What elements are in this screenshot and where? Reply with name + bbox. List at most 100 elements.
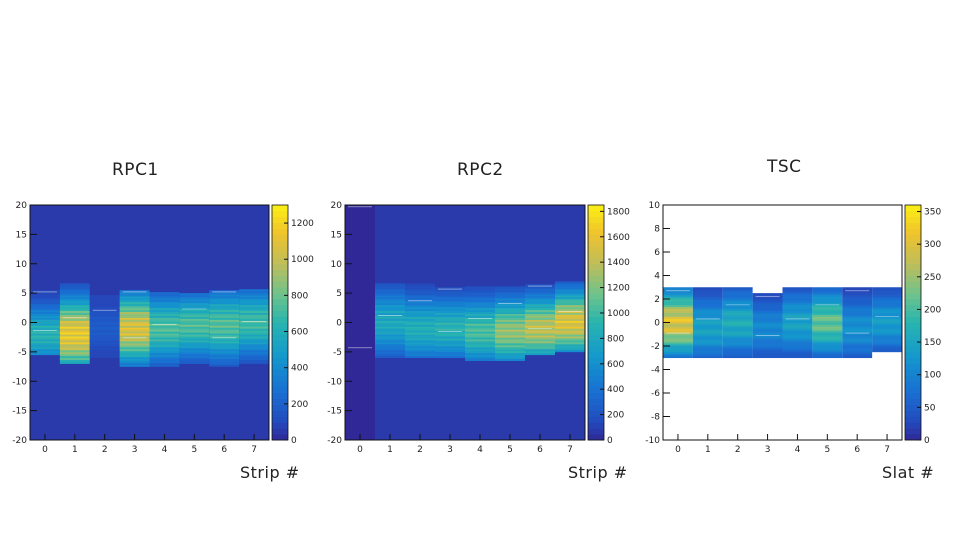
heatmap-cell [465, 348, 495, 352]
heatmap-cell [663, 297, 693, 300]
heatmap-cell [345, 269, 375, 272]
colorbar-cell [272, 210, 288, 218]
heatmap-cell [345, 242, 375, 245]
heatmap-cell [345, 234, 375, 237]
heatmap-cell [345, 314, 375, 317]
heatmap-cell [345, 398, 375, 402]
heatmap-cell [435, 349, 465, 353]
bin-column-7 [872, 287, 903, 353]
heatmap-cell [239, 328, 270, 331]
heatmap-cell [435, 304, 465, 308]
heatmap-cell [692, 304, 723, 308]
heatmap-cell [59, 324, 90, 327]
heatmap-cell [149, 298, 180, 301]
heatmap-cell [525, 348, 555, 352]
heatmap-cell [30, 319, 60, 322]
colorbar-cell [905, 328, 921, 335]
heatmap-cell [375, 316, 405, 319]
heatmap-cell [179, 299, 210, 302]
heatmap-cell [345, 230, 375, 233]
heatmap-cell [692, 332, 723, 335]
heatmap-cell [30, 341, 60, 344]
heatmap-cell [375, 324, 405, 327]
heatmap-cell [149, 321, 180, 324]
heatmap-cell [663, 342, 693, 345]
heatmap-cell [812, 299, 843, 302]
heatmap-cell [722, 355, 753, 359]
heatmap-cell [722, 302, 753, 306]
heatmap-cell [495, 321, 525, 324]
heatmap-cell [435, 295, 465, 298]
colorbar-cell [588, 416, 604, 423]
bin-column-5 [812, 287, 843, 359]
heatmap-cell [405, 300, 435, 304]
colorbar-cell [588, 340, 604, 347]
heatmap-cell [59, 293, 90, 296]
y-tick-label: 15 [16, 230, 27, 240]
heatmap-cell [149, 292, 180, 295]
bin-column-3 [435, 287, 465, 359]
heatmap-cell [209, 345, 240, 348]
heatmap-cell [179, 342, 210, 345]
heatmap-cell [375, 338, 405, 341]
heatmap-cell [842, 289, 873, 292]
heatmap-cell [692, 346, 723, 349]
y-tick-label: -15 [12, 407, 27, 417]
heatmap-cell [782, 291, 813, 294]
heatmap-cell [405, 293, 435, 296]
heatmap-cell [30, 333, 60, 336]
heatmap-cell [345, 381, 375, 384]
heatmap-cell [692, 302, 723, 306]
bin-column-4 [782, 287, 813, 359]
heatmap-cell [89, 340, 120, 343]
heatmap-cell [345, 377, 375, 380]
heatmap-cell [525, 296, 555, 299]
heatmap-cell [752, 344, 783, 347]
heatmap-cell [209, 346, 240, 350]
heatmap-cell [209, 362, 240, 365]
heatmap-cell [752, 330, 783, 333]
x-tick-label: 1 [705, 445, 711, 455]
bin-column-0 [30, 290, 60, 356]
heatmap-cell [842, 287, 873, 290]
heatmap-cell [812, 332, 843, 335]
heatmap-cell [812, 306, 843, 310]
heatmap-cell [149, 341, 180, 344]
heatmap-cell [812, 353, 843, 357]
heatmap-cell [149, 362, 180, 365]
heatmap-cell [495, 358, 525, 361]
heatmap-cell [555, 349, 585, 353]
heatmap-cell [209, 301, 240, 305]
heatmap-cell [495, 299, 525, 303]
colorbar-cell [272, 252, 288, 259]
colorbar-cell [588, 299, 604, 306]
heatmap-cell [239, 353, 270, 357]
heatmap-cell [345, 373, 375, 376]
heatmap-cell [812, 347, 843, 351]
colorbar-cell [272, 234, 288, 241]
heatmap-cell [495, 339, 525, 342]
heatmap-cell [119, 343, 150, 346]
colorbar-cell [272, 357, 288, 365]
heatmap-cell [149, 352, 180, 356]
heatmap-cell [89, 314, 120, 317]
heatmap-cell [555, 297, 585, 300]
heatmap-cell [555, 312, 585, 315]
heatmap-cell [555, 330, 585, 333]
heatmap-cell [812, 330, 843, 333]
heatmap-cell [752, 338, 783, 341]
heatmap-cell [405, 342, 435, 345]
heatmap-cell [872, 322, 903, 325]
bin-column-4 [465, 286, 495, 361]
heatmap-cell [239, 316, 270, 319]
colorbar-cell [272, 287, 288, 294]
heatmap-cell [345, 263, 375, 267]
colorbar-cell [905, 246, 921, 253]
heatmap-cell [149, 346, 180, 350]
heatmap-cell [179, 357, 210, 361]
colorbar-tick-label: 800 [291, 291, 308, 301]
heatmap-cell [375, 306, 405, 310]
heatmap-cell [812, 308, 843, 312]
x-tick-label: 7 [567, 445, 573, 455]
heatmap-cell [345, 412, 375, 415]
